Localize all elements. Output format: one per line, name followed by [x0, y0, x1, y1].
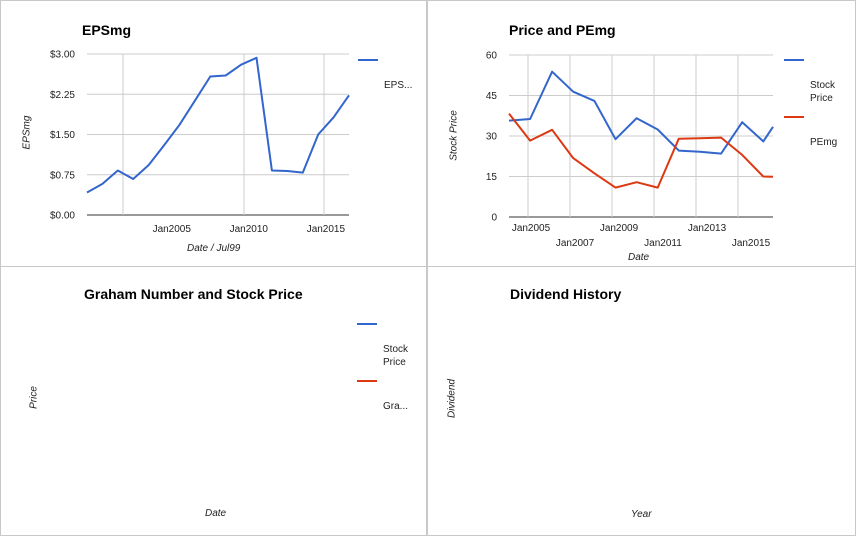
y-tick-label: 60: [486, 51, 498, 62]
x-tick-label: Jan2010: [230, 224, 269, 235]
y-axis-title: EPSmg: [21, 115, 33, 150]
price-pe-chart-svg: 0 15 30 45 60 Jan2005 Jan2007 Jan2009 Jan2011 Jan…: [486, 51, 774, 249]
y-axis-title: Price: [28, 386, 40, 409]
legend-label: PEmg: [810, 137, 838, 148]
legend: Stock Price PEmg: [784, 53, 837, 154]
chart-title: EPSmg: [82, 22, 132, 38]
legend-swatch: [357, 323, 377, 325]
x-tick-label: Jan2011: [644, 238, 682, 249]
y-tick-label: 30: [486, 132, 498, 143]
graham-chart-panel: Graham Number and Stock Price 015304560J…: [0, 266, 427, 536]
series-line: [86, 56, 350, 194]
y-tick-label: $0.00: [50, 211, 75, 222]
legend-item: Stock Price: [784, 53, 837, 105]
legend-item: PEmg: [784, 110, 837, 149]
y-tick-label: $2.25: [50, 90, 75, 101]
series-line: [508, 70, 774, 155]
legend-swatch: [358, 59, 378, 61]
x-axis-title: Date: [205, 508, 227, 519]
y-tick-label: 15: [486, 172, 498, 183]
dividend-chart-panel: Dividend History $0.00$0.25$0.50$0.75$1.…: [427, 266, 856, 536]
legend-item: EPS...: [358, 53, 412, 92]
x-tick-label: Jan2005: [153, 224, 192, 235]
x-tick-label: Jan2007: [556, 238, 595, 249]
y-tick-label: $1.50: [50, 130, 75, 141]
dividend-chart-svg: $0.00$0.25$0.50$0.75$1.00Jan2000Jan2005J…: [428, 267, 856, 537]
legend-item: Gra...: [357, 374, 408, 413]
legend: EPS...: [358, 53, 412, 97]
y-tick-label: 45: [486, 91, 498, 102]
y-tick-label: 0: [491, 213, 497, 224]
legend-swatch: [357, 380, 377, 382]
legend-label: Stock Price: [383, 344, 409, 368]
x-axis-title: Date / Jul99: [187, 243, 241, 254]
x-tick-label: Jan2013: [688, 223, 727, 234]
x-tick-label: Jan2009: [600, 223, 639, 234]
x-tick-label: Jan2005: [512, 223, 551, 234]
y-axis-title: Dividend: [446, 379, 458, 418]
price-pe-chart-panel: Price and PEmg 0 15 30 45 60 Jan2005 Jan2007 Ja…: [427, 0, 856, 268]
x-axis-title: Year: [631, 509, 652, 520]
legend-label: Gra...: [383, 401, 409, 412]
x-tick-label: Jan2015: [732, 238, 771, 249]
legend-label: Stock Price: [810, 80, 836, 104]
y-tick-label: $3.00: [50, 50, 75, 61]
y-axis-title: Stock Price: [448, 110, 460, 161]
legend-swatch: [784, 59, 804, 61]
eps-chart-svg: $0.00 $0.75 $1.50 $2.25 $3.00 Jan2005 Jan2010 J…: [50, 50, 350, 235]
eps-chart-panel: EPSmg $0.00 $0.75 $1.50 $2.25 $3.00 Jan2005 Ja…: [0, 0, 427, 268]
series-line: [508, 112, 774, 189]
y-tick-label: $0.75: [50, 170, 75, 181]
legend-swatch: [784, 116, 804, 118]
x-axis-title: Date: [628, 252, 650, 263]
legend: Stock Price Gra...: [357, 317, 408, 418]
legend-item: Stock Price: [357, 317, 408, 369]
x-tick-label: Jan2015: [307, 224, 346, 235]
chart-title: Dividend History: [510, 286, 622, 302]
legend-label: EPS...: [384, 80, 413, 91]
chart-title: Price and PEmg: [509, 22, 616, 38]
chart-title: Graham Number and Stock Price: [84, 286, 303, 302]
